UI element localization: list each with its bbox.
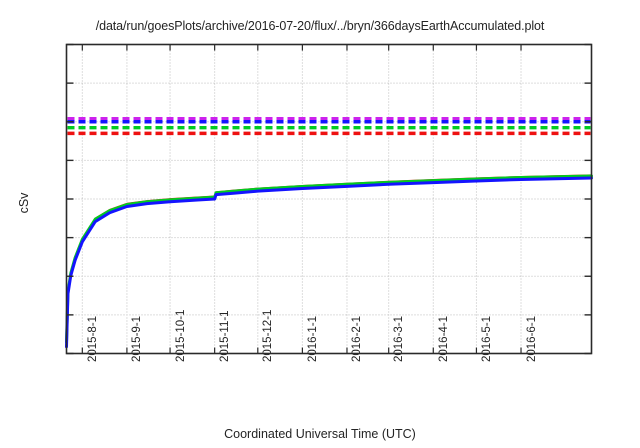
data-series <box>65 174 593 349</box>
accumulated-dose-red <box>65 174 593 343</box>
threshold-lines <box>67 116 591 136</box>
x-axis-label: Coordinated Universal Time (UTC) <box>224 427 416 441</box>
page-title: /data/run/goesPlots/archive/2016-07-20/f… <box>95 19 545 33</box>
axis-ticks <box>66 43 592 355</box>
gridlines <box>66 44 592 354</box>
accumulated-dose-blue <box>65 176 593 349</box>
accumulated-dose-green <box>65 174 593 344</box>
